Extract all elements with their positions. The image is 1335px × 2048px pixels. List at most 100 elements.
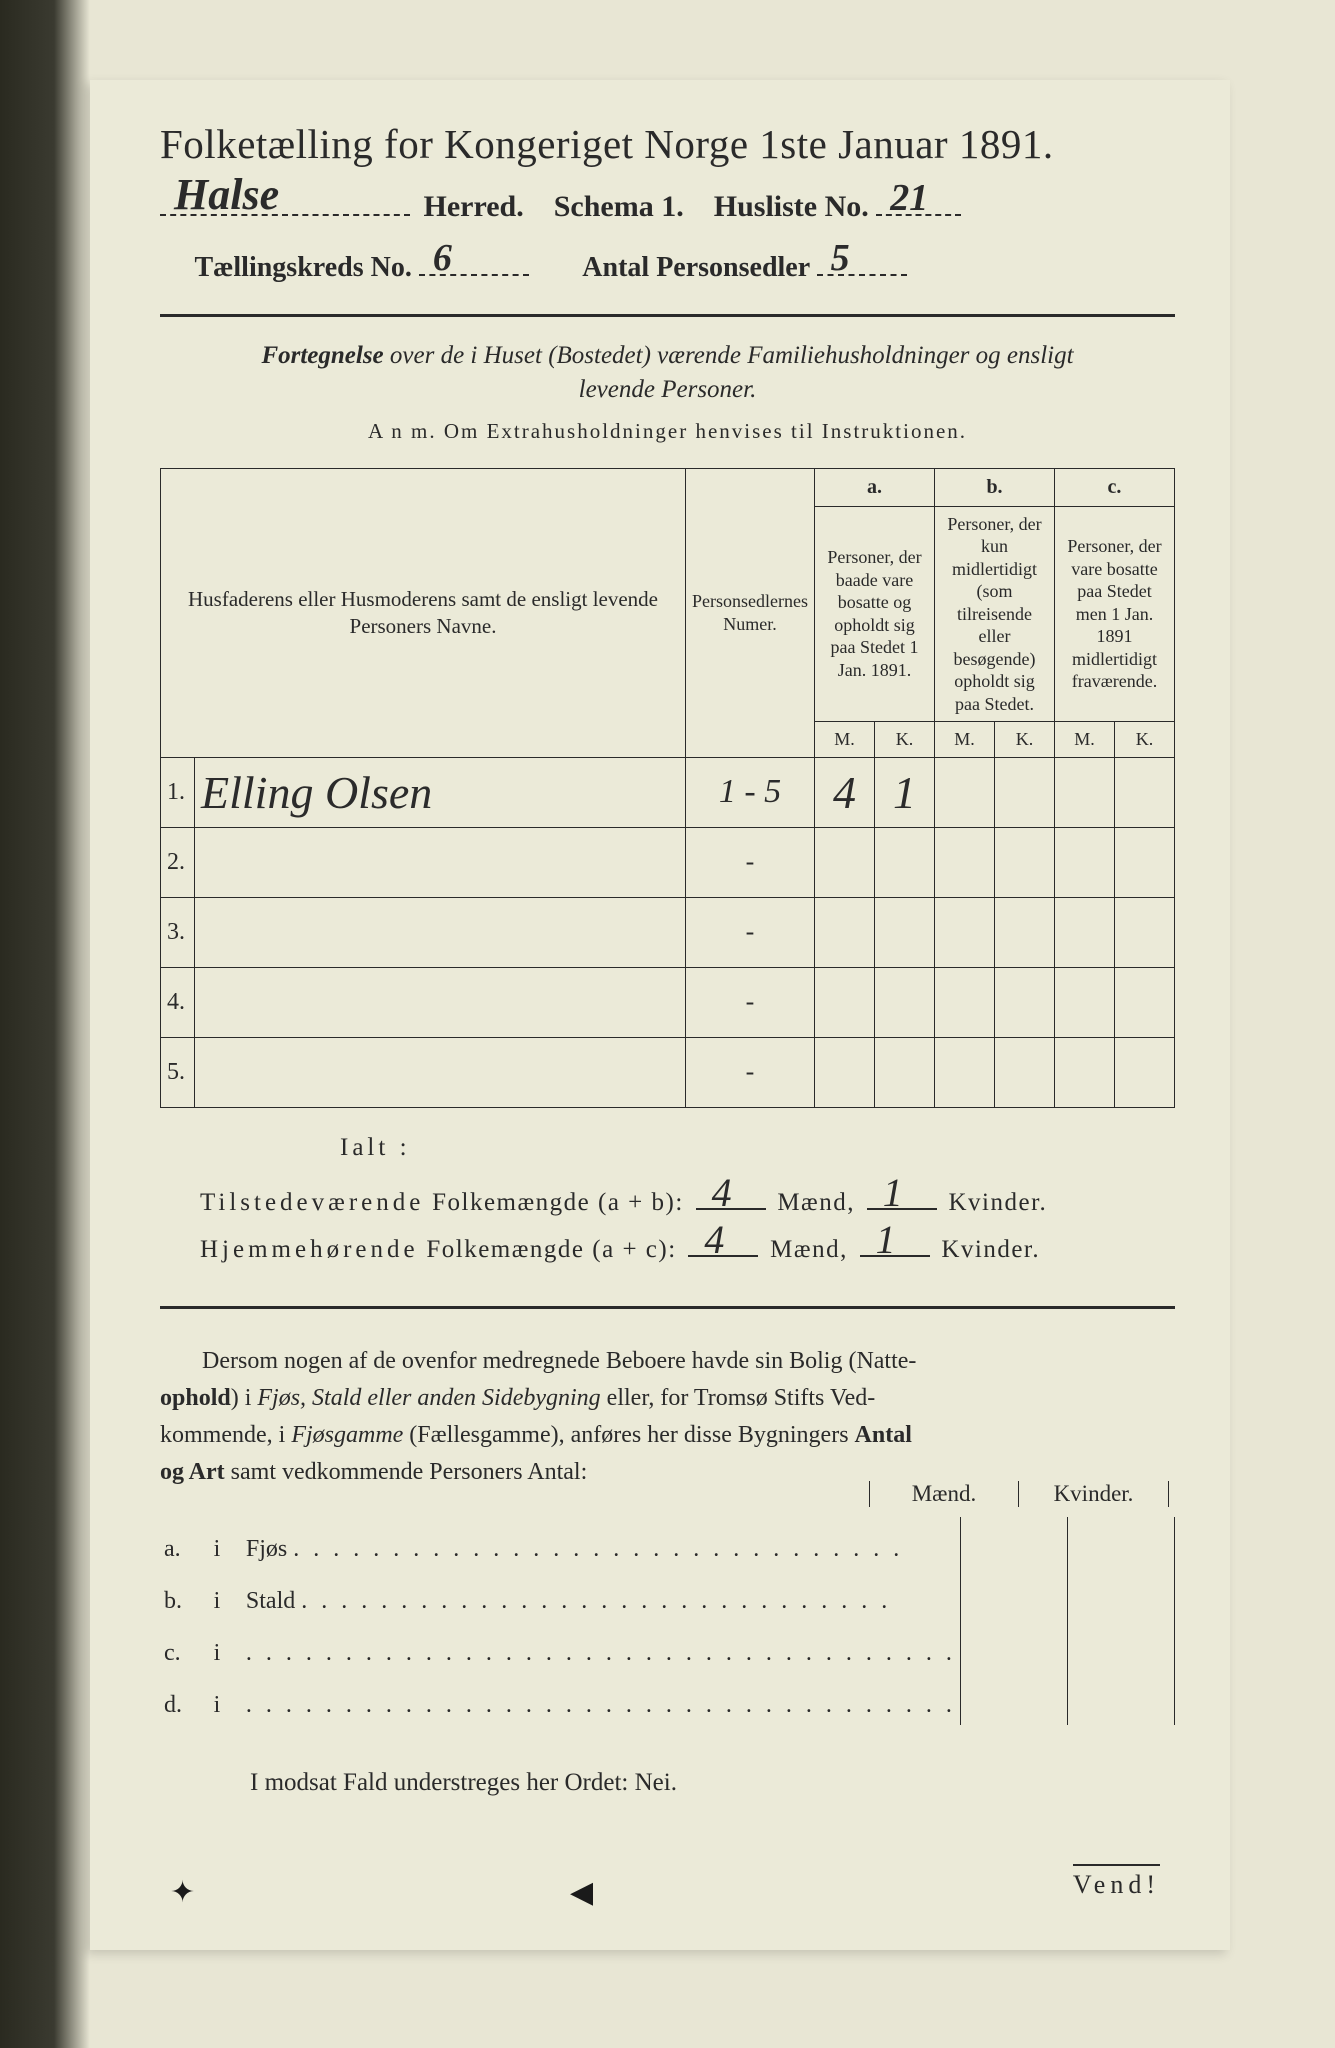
table-body: 1. Elling Olsen 1 - 5 4 1 2. -	[161, 757, 1175, 1107]
herred-field: Halse	[160, 182, 410, 216]
row-b-k	[995, 757, 1055, 827]
ob-k	[1067, 1673, 1174, 1725]
ialt-label: Ialt :	[340, 1134, 1175, 1162]
row-name	[195, 967, 686, 1037]
scan-dark-edge	[0, 0, 90, 2048]
ob-name: . . . . . . . . . . . . . . . . . . . . …	[242, 1673, 961, 1725]
subtitle: Fortegnelse over de i Huset (Bostedet) v…	[160, 339, 1175, 407]
kvinder-label2: Kvinder.	[941, 1236, 1040, 1263]
ob-header: Mænd.Kvinder.	[869, 1481, 1169, 1507]
th-numer: Personsedlernes Numer.	[686, 468, 815, 757]
row-c-k	[1115, 757, 1175, 827]
row-name	[195, 827, 686, 897]
th-a-k: K.	[875, 722, 935, 758]
ob-m	[960, 1517, 1067, 1569]
ob-k	[1067, 1621, 1174, 1673]
row-b-m	[935, 757, 995, 827]
th-b-letter: b.	[935, 468, 1055, 506]
folkem-label: Folkemængde	[432, 1189, 590, 1216]
ob-kvinder-header: Kvinder.	[1019, 1481, 1169, 1507]
row-c-m	[1055, 757, 1115, 827]
row-numer: 1 - 5	[686, 757, 815, 827]
schema-label: Schema 1.	[554, 190, 684, 223]
table-row: 5. -	[161, 1037, 1175, 1107]
dots: . . . . . . . . . . . . . . . . . . . . …	[293, 1536, 903, 1562]
household-table: Husfaderens eller Husmoderens samt de en…	[160, 468, 1175, 1108]
subtitle-rest: over de i Huset (Bostedet) værende Famil…	[384, 342, 1074, 369]
th-a: Personer, der baade vare bosatte og opho…	[815, 506, 935, 722]
row-name: Elling Olsen	[195, 757, 686, 827]
th-c-k: K.	[1115, 722, 1175, 758]
antal-value: 5	[831, 236, 850, 280]
table-row: 1. Elling Olsen 1 - 5 4 1	[161, 757, 1175, 827]
row-numer: -	[686, 897, 815, 967]
ob-i: i	[210, 1621, 242, 1673]
row-num: 2.	[161, 827, 195, 897]
ob-name: Fjøs . . . . . . . . . . . . . . . . . .…	[242, 1517, 961, 1569]
tilstede-m-slot: 4	[696, 1180, 766, 1210]
table-row: 3. -	[161, 897, 1175, 967]
page-title: Folketælling for Kongeriget Norge 1ste J…	[160, 120, 1175, 168]
row-num: 4.	[161, 967, 195, 1037]
th-a-letter: a.	[815, 468, 935, 506]
row-num: 3.	[161, 897, 195, 967]
ob-row: d. i . . . . . . . . . . . . . . . . . .…	[160, 1673, 1175, 1725]
totals-block: Ialt : Tilstedeværende Folkemængde (a + …	[160, 1134, 1175, 1264]
row-a-k: 1	[875, 757, 935, 827]
title-text: Folketælling for Kongeriget Norge 1ste J…	[160, 121, 1054, 167]
kreds-label: Tællingskreds No.	[195, 252, 412, 283]
maend-label2: Mænd,	[770, 1236, 848, 1263]
ob-name: . . . . . . . . . . . . . . . . . . . . …	[242, 1621, 961, 1673]
husliste-field: 21	[876, 182, 961, 216]
maend-label: Mænd,	[777, 1189, 855, 1216]
ob-maend-header: Mænd.	[869, 1481, 1019, 1507]
dots: . . . . . . . . . . . . . . . . . . . . …	[246, 1640, 956, 1666]
row-name	[195, 1037, 686, 1107]
tilstede-k-slot: 1	[867, 1180, 937, 1210]
husliste-value: 21	[890, 176, 928, 220]
nei-line: I modsat Fald understreges her Ordet: Ne…	[250, 1769, 1175, 1797]
outbuilding-paragraph: Dersom nogen af de ovenfor medregnede Be…	[160, 1343, 1175, 1492]
ob-table: a. i Fjøs . . . . . . . . . . . . . . . …	[160, 1517, 1175, 1725]
ob-k	[1067, 1517, 1174, 1569]
th-c-letter: c.	[1055, 468, 1175, 506]
kreds-field: 6	[419, 242, 529, 276]
row-numer: -	[686, 827, 815, 897]
scan-mark-icon: ◀	[570, 1875, 593, 1910]
vend-label: Vend!	[1073, 1864, 1160, 1900]
outbuilding-list: Mænd.Kvinder. a. i Fjøs . . . . . . . . …	[160, 1517, 1175, 1725]
ob-i: i	[210, 1569, 242, 1621]
anm-note: A n m. Om Extrahusholdninger henvises ti…	[160, 419, 1175, 444]
ob-m	[960, 1569, 1067, 1621]
subtitle-line2: levende Personer.	[579, 376, 757, 403]
divider-mid	[160, 1306, 1175, 1309]
kreds-value: 6	[433, 236, 452, 280]
th-b-k: K.	[995, 722, 1055, 758]
th-a-m: M.	[815, 722, 875, 758]
scan-mark-icon: ✦	[170, 1875, 195, 1910]
herred-value: Halse	[174, 169, 279, 220]
th-names: Husfaderens eller Husmoderens samt de en…	[161, 468, 686, 757]
ob-letter: b.	[160, 1569, 210, 1621]
ab-label: (a + b):	[598, 1189, 684, 1216]
hjemme-k-slot: 1	[860, 1227, 930, 1257]
row-numer: -	[686, 967, 815, 1037]
herred-line: Halse Herred. Schema 1. Husliste No. 21	[160, 182, 1175, 224]
kvinder-label: Kvinder.	[948, 1189, 1047, 1216]
hjemme-m: 4	[704, 1216, 726, 1263]
hjemme-k: 1	[876, 1216, 898, 1263]
table-row: 4. -	[161, 967, 1175, 1037]
ob-name: Stald . . . . . . . . . . . . . . . . . …	[242, 1569, 961, 1621]
ob-i: i	[210, 1517, 242, 1569]
folkem-label2: Folkemængde	[426, 1236, 584, 1263]
row-name	[195, 897, 686, 967]
hjemme-line: Hjemmehørende Folkemængde (a + c): 4 Mæn…	[200, 1227, 1175, 1264]
ob-m	[960, 1673, 1067, 1725]
ob-letter: d.	[160, 1673, 210, 1725]
ac-label: (a + c):	[592, 1236, 676, 1263]
tilstede-m: 4	[712, 1169, 734, 1216]
divider-top	[160, 314, 1175, 317]
herred-label: Herred.	[424, 190, 524, 223]
th-c-m: M.	[1055, 722, 1115, 758]
ob-m	[960, 1621, 1067, 1673]
